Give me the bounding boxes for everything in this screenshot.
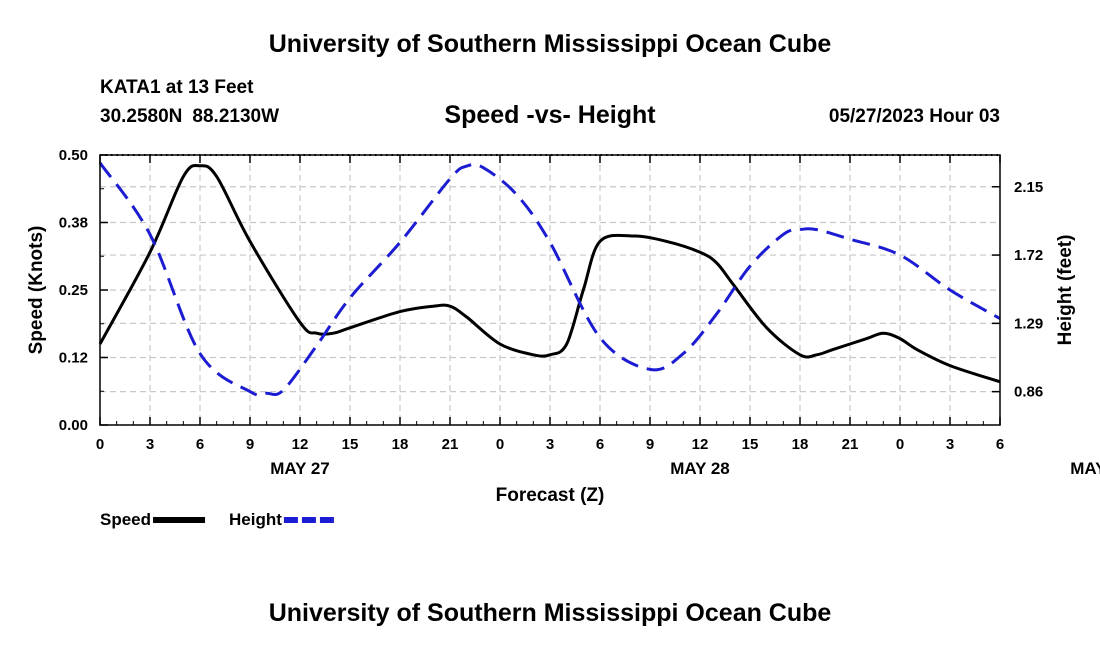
date-label: MAY 29	[1070, 459, 1100, 478]
grid-layer	[100, 155, 1000, 425]
x-tick-label: 0	[96, 436, 104, 453]
x-tick-label: 12	[692, 436, 709, 453]
main-title: University of Southern Mississippi Ocean…	[268, 30, 832, 58]
x-tick-label: 9	[246, 436, 254, 453]
legend: Speed Height	[100, 510, 336, 529]
y-tick-label: 0.00	[59, 417, 88, 434]
y-tick-label: 0.50	[59, 147, 88, 164]
y2-tick-label: 0.86	[1014, 384, 1043, 401]
y2-axis-label: Height (feet)	[1055, 235, 1076, 346]
x-tick-label: 21	[442, 436, 459, 453]
x-tick-label: 9	[646, 436, 654, 453]
footer-title: University of Southern Mississippi Ocean…	[268, 599, 832, 627]
x-tick-label: 12	[292, 436, 309, 453]
forecast-datetime: 05/27/2023 Hour 03	[828, 106, 1000, 127]
legend-label-height: Height	[229, 510, 282, 529]
series-line-height	[98, 162, 1001, 397]
x-tick-label: 18	[392, 436, 409, 453]
legend-label-speed: Speed	[100, 510, 151, 529]
x-tick-label: 6	[596, 436, 604, 453]
x-tick-label: 15	[742, 436, 759, 453]
x-tick-label: 6	[996, 436, 1004, 453]
y-axis-label: Speed (Knots)	[26, 226, 47, 355]
x-tick-label: 6	[196, 436, 204, 453]
x-tick-label: 18	[792, 436, 809, 453]
date-label: MAY 28	[670, 459, 730, 478]
longitude-label: 88.2130W	[192, 106, 280, 127]
x-tick-label: 15	[342, 436, 359, 453]
x-tick-label: 21	[842, 436, 859, 453]
x-tick-label: 3	[146, 436, 154, 453]
chart-subtitle: Speed -vs- Height	[444, 101, 656, 129]
x-tick-label: 3	[546, 436, 554, 453]
series-line-speed	[98, 163, 1001, 384]
x-tick-label: 0	[896, 436, 904, 453]
date-label: MAY 27	[270, 459, 330, 478]
x-tick-label: 3	[946, 436, 954, 453]
y-tick-label: 0.12	[59, 350, 88, 367]
y2-tick-label: 1.72	[1014, 247, 1043, 264]
latitude-label: 30.2580N	[100, 106, 183, 127]
axis-layer: 0 3 6 9 12 15 18 21 0 3 6 9 12 15 18 21 0 3 6 MAY 27 MAY 28 M…	[59, 147, 1100, 478]
station-label: KATA1 at 13 Feet	[100, 77, 254, 98]
y2-tick-label: 2.15	[1014, 179, 1043, 196]
series-layer	[98, 162, 1001, 397]
y-tick-label: 0.38	[59, 215, 88, 232]
y2-tick-label: 1.29	[1014, 315, 1043, 332]
x-tick-label: 0	[496, 436, 504, 453]
x-axis-label: Forecast (Z)	[496, 485, 605, 506]
station-coordinates: 30.2580N 88.2130W	[100, 106, 289, 128]
y-tick-label: 0.25	[59, 282, 88, 299]
